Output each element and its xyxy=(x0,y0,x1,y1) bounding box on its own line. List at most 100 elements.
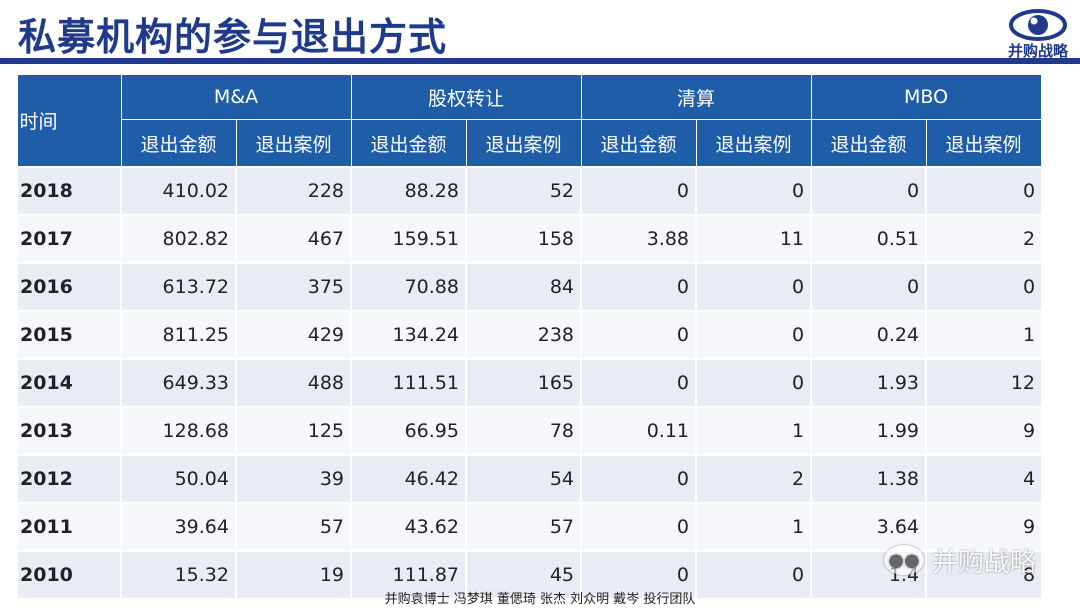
exit-count-cell: 4 xyxy=(925,454,1042,503)
sub-header: 退出案例 xyxy=(235,119,352,168)
exit-count-cell: 0 xyxy=(695,358,812,407)
wechat-icon: ●● xyxy=(884,545,924,575)
table-row: 2011 39.64 57 43.62 57 0 1 3.64 9 xyxy=(16,502,1042,551)
exit-amount-cell: 649.33 xyxy=(120,358,236,407)
exit-amount-cell: 0 xyxy=(580,166,697,215)
exit-amount-cell: 0.24 xyxy=(810,310,927,359)
sub-header: 退出案例 xyxy=(695,119,812,168)
time-header: 时间 xyxy=(16,74,122,168)
sub-header: 退出金额 xyxy=(810,119,927,168)
exit-amount-cell: 1.93 xyxy=(810,358,927,407)
exit-amount-cell: 88.28 xyxy=(350,166,466,215)
exit-amount-cell: 1.38 xyxy=(810,454,927,503)
sub-header: 退出金额 xyxy=(580,119,697,168)
group-header: MBO xyxy=(810,74,1042,120)
exit-count-cell: 0 xyxy=(695,166,812,215)
year-cell: 2018 xyxy=(16,166,121,215)
exit-amount-cell: 0 xyxy=(580,262,697,311)
eye-icon xyxy=(1009,9,1067,41)
exit-amount-cell: 134.24 xyxy=(350,310,466,359)
page-title: 私募机构的参与退出方式 xyxy=(18,15,448,59)
exit-count-cell: 165 xyxy=(464,358,582,407)
exit-amount-cell: 70.88 xyxy=(350,262,466,311)
year-cell: 2014 xyxy=(16,358,121,407)
exit-count-cell: 52 xyxy=(464,166,582,215)
exit-count-cell: 9 xyxy=(925,502,1042,551)
exit-amount-cell: 128.68 xyxy=(120,406,236,455)
exit-count-cell: 228 xyxy=(235,166,351,215)
year-cell: 2016 xyxy=(16,262,121,311)
title-rule xyxy=(0,58,1080,64)
exit-amount-cell: 0 xyxy=(580,358,697,407)
exit-count-cell: 0 xyxy=(695,310,812,359)
exit-count-cell: 467 xyxy=(235,214,351,263)
table-row: 2013 128.68 125 66.95 78 0.11 1 1.99 9 xyxy=(16,406,1042,455)
exit-amount-cell: 0 xyxy=(810,262,927,311)
exit-count-cell: 45 xyxy=(464,550,582,598)
table-row: 2012 50.04 39 46.42 54 0 2 1.38 4 xyxy=(16,454,1042,503)
exit-count-cell: 54 xyxy=(464,454,582,503)
wechat-watermark: ●● 并购战略 xyxy=(884,540,1036,580)
exit-amount-cell: 111.51 xyxy=(350,358,466,407)
year-cell: 2011 xyxy=(16,502,121,551)
exit-count-cell: 19 xyxy=(235,550,351,598)
group-header: 清算 xyxy=(580,74,812,120)
exit-count-cell: 238 xyxy=(464,310,582,359)
sub-header: 退出金额 xyxy=(350,119,467,168)
exit-method-table: 时间 M&A 股权转让 清算 MBO 退出金额 退出案例 退出金额 退出案例 退… xyxy=(16,74,1042,598)
exit-amount-cell: 613.72 xyxy=(120,262,236,311)
exit-count-cell: 8 xyxy=(925,550,1042,598)
exit-amount-cell: 0 xyxy=(580,550,697,598)
exit-amount-cell: 0 xyxy=(580,310,697,359)
group-header: 股权转让 xyxy=(350,74,582,120)
year-cell: 2010 xyxy=(16,550,121,598)
exit-count-cell: 1 xyxy=(695,502,812,551)
exit-amount-cell: 1.99 xyxy=(810,406,927,455)
year-cell: 2017 xyxy=(16,214,121,263)
exit-amount-cell: 0.11 xyxy=(580,406,697,455)
exit-count-cell: 429 xyxy=(235,310,351,359)
table-row: 2014 649.33 488 111.51 165 0 0 1.93 12 xyxy=(16,358,1042,407)
sub-header: 退出案例 xyxy=(465,119,582,168)
exit-count-cell: 158 xyxy=(464,214,582,263)
exit-count-cell: 84 xyxy=(464,262,582,311)
exit-amount-cell: 3.88 xyxy=(580,214,697,263)
year-cell: 2012 xyxy=(16,454,121,503)
exit-count-cell: 375 xyxy=(235,262,351,311)
brand-logo: 并购战略 xyxy=(996,8,1080,68)
exit-amount-cell: 111.87 xyxy=(350,550,466,598)
exit-amount-cell: 802.82 xyxy=(120,214,236,263)
year-cell: 2013 xyxy=(16,406,121,455)
exit-count-cell: 2 xyxy=(695,454,812,503)
table-row: 2016 613.72 375 70.88 84 0 0 0 0 xyxy=(16,262,1042,311)
year-cell: 2015 xyxy=(16,310,121,359)
exit-count-cell: 1 xyxy=(925,310,1042,359)
exit-count-cell: 0 xyxy=(925,262,1042,311)
exit-count-cell: 57 xyxy=(464,502,582,551)
table-row: 2017 802.82 467 159.51 158 3.88 11 0.51 2 xyxy=(16,214,1042,263)
exit-amount-cell: 50.04 xyxy=(120,454,236,503)
exit-count-cell: 57 xyxy=(235,502,351,551)
exit-count-cell: 78 xyxy=(464,406,582,455)
exit-amount-cell: 159.51 xyxy=(350,214,466,263)
exit-amount-cell: 811.25 xyxy=(120,310,236,359)
exit-amount-cell: 43.62 xyxy=(350,502,466,551)
logo-text: 并购战略 xyxy=(1007,42,1068,60)
exit-count-cell: 0 xyxy=(695,550,812,598)
table-row: 2018 410.02 228 88.28 52 0 0 0 0 xyxy=(16,166,1042,215)
exit-amount-cell: 410.02 xyxy=(120,166,236,215)
exit-count-cell: 9 xyxy=(925,406,1042,455)
group-header: M&A xyxy=(120,74,352,120)
exit-amount-cell: 0 xyxy=(580,502,697,551)
exit-amount-cell: 15.32 xyxy=(120,550,236,598)
exit-count-cell: 39 xyxy=(235,454,351,503)
exit-count-cell: 2 xyxy=(925,214,1042,263)
exit-count-cell: 0 xyxy=(925,166,1042,215)
exit-amount-cell: 3.64 xyxy=(810,502,927,551)
exit-count-cell: 0 xyxy=(695,262,812,311)
exit-count-cell: 12 xyxy=(925,358,1042,407)
footer-credits: 并购袁博士 冯梦琪 董偲琦 张杰 刘众明 戴岑 投行团队 xyxy=(384,592,696,607)
exit-amount-cell: 0 xyxy=(810,166,927,215)
sub-header: 退出案例 xyxy=(925,119,1042,168)
table-row: 2015 811.25 429 134.24 238 0 0 0.24 1 xyxy=(16,310,1042,359)
